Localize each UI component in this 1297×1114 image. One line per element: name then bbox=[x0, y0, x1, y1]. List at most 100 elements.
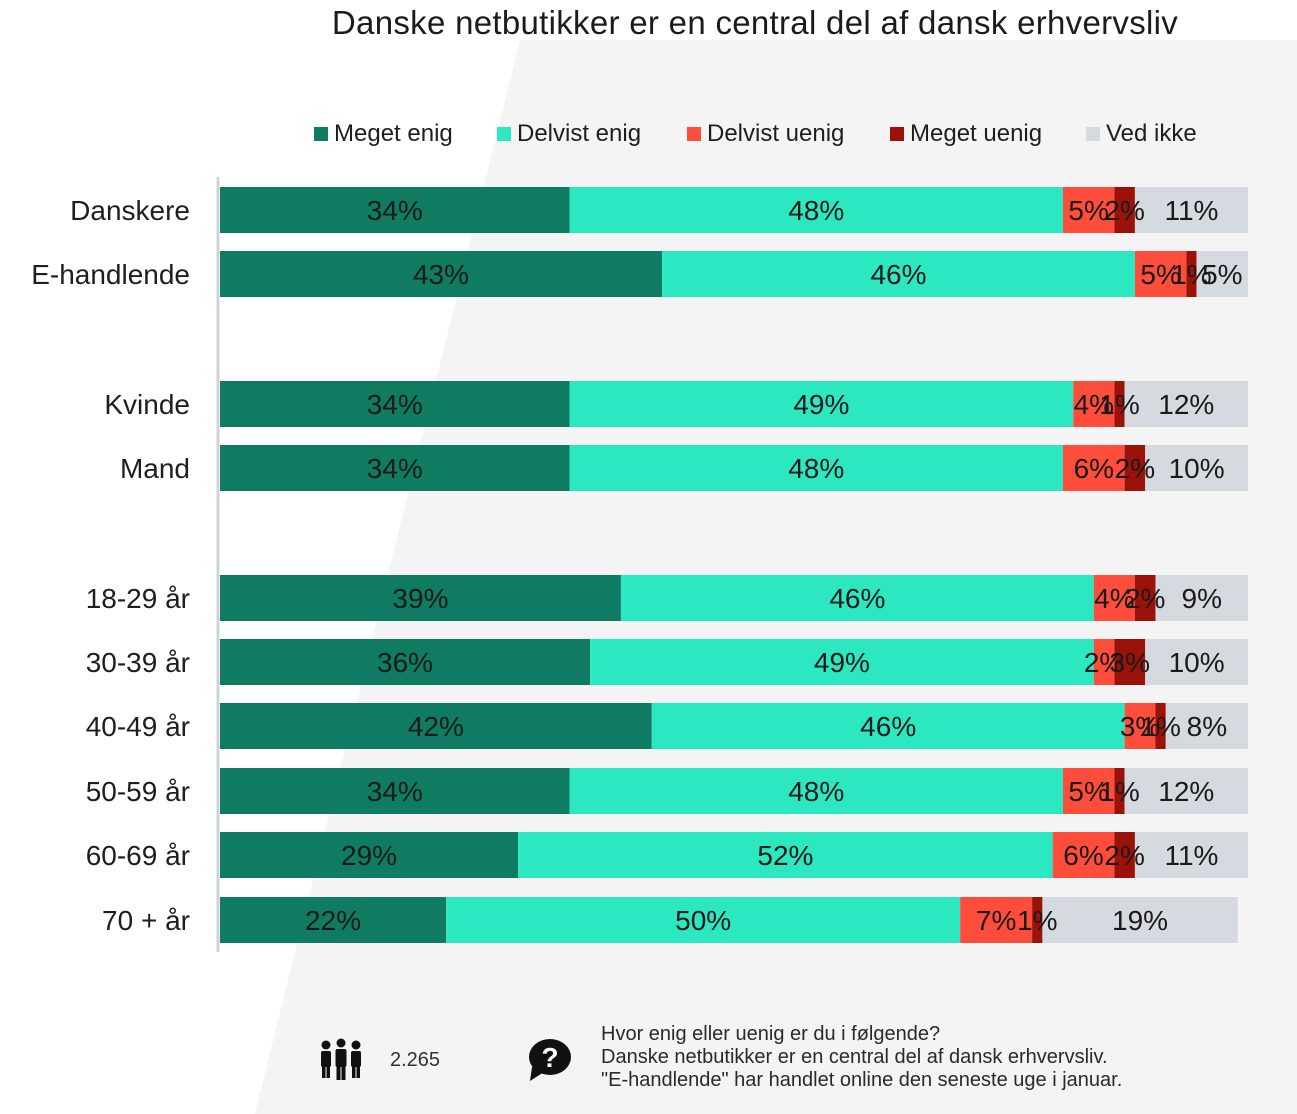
question-line: "E-handlende" har handlet online den sen… bbox=[601, 1069, 1123, 1091]
data-label: 5% bbox=[1068, 195, 1108, 226]
category-label: 40-49 år bbox=[86, 711, 190, 742]
data-label: 48% bbox=[788, 453, 844, 484]
data-label: 1% bbox=[1017, 905, 1057, 936]
bar-segment bbox=[1124, 703, 1156, 749]
data-label: 52% bbox=[757, 840, 813, 871]
bar-segment bbox=[1062, 445, 1125, 491]
respondent-count: 2.265 bbox=[390, 1049, 441, 1071]
bar-segment bbox=[569, 445, 1063, 491]
question-line: Hvor enig eller uenig er du i følgende? bbox=[601, 1023, 941, 1045]
data-label: 43% bbox=[413, 259, 469, 290]
legend-item-meget-uenig: Meget uenig bbox=[890, 120, 1042, 148]
legend-label: Ved ikke bbox=[1106, 120, 1197, 147]
question-bubble-icon: ? bbox=[529, 1039, 571, 1081]
bar-segment bbox=[220, 703, 652, 749]
data-label: 46% bbox=[860, 711, 916, 742]
bar-segment bbox=[1114, 187, 1135, 233]
data-label: 22% bbox=[305, 905, 361, 936]
bar-row: Kvinde 34% 49% 4%1% 12% bbox=[104, 381, 1248, 427]
data-label: 34% bbox=[367, 195, 423, 226]
legend-label: Delvist enig bbox=[517, 120, 642, 147]
data-label: 4% bbox=[1074, 389, 1114, 420]
bar-segment bbox=[1114, 639, 1146, 685]
bar-segment bbox=[1093, 639, 1115, 685]
data-label: 3% bbox=[1120, 711, 1160, 742]
stacked-bar-chart: Danskere 34% 48% 5%2% 11%E-handlende 43% 46% 5%… bbox=[31, 177, 1248, 952]
bar-row: Danskere 34% 48% 5%2% 11% bbox=[70, 187, 1248, 233]
bar-segment bbox=[1155, 703, 1166, 749]
bar-segment bbox=[220, 768, 570, 814]
legend-label: Meget uenig bbox=[910, 120, 1043, 147]
data-label: 1% bbox=[1099, 389, 1139, 420]
bar-segment bbox=[569, 187, 1063, 233]
category-label: 60-69 år bbox=[86, 840, 190, 871]
bar-segment bbox=[1134, 251, 1187, 297]
bar-segment bbox=[1062, 187, 1115, 233]
svg-text:?: ? bbox=[541, 1042, 558, 1073]
bar-segment bbox=[1134, 187, 1248, 233]
bar-row: Mand 34% 48% 6% 2% 10% bbox=[120, 445, 1248, 491]
data-label: 11% bbox=[1164, 840, 1218, 871]
data-label: 49% bbox=[793, 389, 849, 420]
data-label: 34% bbox=[367, 389, 423, 420]
bar-segment bbox=[1165, 703, 1248, 749]
bar-row: 30-39 år 36% 49% 2%3% 10% bbox=[86, 639, 1248, 685]
bar-row: 70 + år 22% 50% 7% 1% 19% bbox=[102, 897, 1238, 943]
chart-title: Danske netbutikker er en central del af … bbox=[331, 4, 1179, 41]
data-label: 9% bbox=[1182, 583, 1222, 614]
bar-segment bbox=[662, 251, 1135, 297]
bar-segment bbox=[220, 187, 570, 233]
data-label: 2% bbox=[1104, 840, 1144, 871]
bar-segment bbox=[1186, 251, 1197, 297]
legend-swatch bbox=[1086, 127, 1100, 141]
data-label: 48% bbox=[788, 195, 844, 226]
data-label: 7% bbox=[976, 905, 1016, 936]
data-label: 6% bbox=[1063, 840, 1103, 871]
data-label: 36% bbox=[377, 647, 433, 678]
data-label: 5% bbox=[1068, 776, 1108, 807]
bar-segment bbox=[220, 381, 570, 427]
category-label: Danskere bbox=[70, 195, 190, 226]
bar-segment bbox=[960, 897, 1033, 943]
legend-item-ved-ikke: Ved ikke bbox=[1086, 120, 1197, 148]
data-label: 46% bbox=[870, 259, 926, 290]
data-label: 2% bbox=[1115, 453, 1155, 484]
bar-row: 50-59 år 34% 48% 5%1% 12% bbox=[86, 768, 1248, 814]
data-label: 34% bbox=[367, 776, 423, 807]
category-label: E-handlende bbox=[31, 259, 190, 290]
data-label: 46% bbox=[829, 583, 885, 614]
legend-swatch bbox=[497, 127, 511, 141]
data-label: 12% bbox=[1158, 389, 1214, 420]
data-label: 1% bbox=[1099, 776, 1139, 807]
data-label: 50% bbox=[675, 905, 731, 936]
legend-item-delvist-uenig: Delvist uenig bbox=[687, 120, 844, 148]
data-label: 1% bbox=[1171, 259, 1211, 290]
data-label: 5% bbox=[1140, 259, 1180, 290]
bar-segment bbox=[620, 575, 1094, 621]
bar-row: 40-49 år 42% 46% 3%1% 8% bbox=[86, 703, 1248, 749]
bar-segment bbox=[569, 381, 1074, 427]
category-label: 70 + år bbox=[102, 905, 190, 936]
bar-row: E-handlende 43% 46% 5%1%5% bbox=[31, 251, 1248, 297]
data-label: 2% bbox=[1104, 195, 1144, 226]
bar-segment bbox=[1155, 575, 1248, 621]
data-label: 11% bbox=[1164, 195, 1218, 226]
data-label: 1% bbox=[1140, 711, 1180, 742]
data-label: 2% bbox=[1125, 583, 1165, 614]
bar-segment bbox=[1032, 897, 1043, 943]
data-label: 5% bbox=[1202, 259, 1242, 290]
bar-segment bbox=[220, 251, 663, 297]
bar-segment bbox=[1052, 832, 1115, 878]
category-label: Mand bbox=[120, 453, 190, 484]
bar-segment bbox=[1114, 381, 1125, 427]
data-label: 8% bbox=[1187, 711, 1227, 742]
question-text: Hvor enig eller uenig er du i følgende? … bbox=[601, 1023, 1122, 1092]
data-label: 48% bbox=[788, 776, 844, 807]
data-label: 39% bbox=[392, 583, 448, 614]
bar-segment bbox=[1124, 381, 1248, 427]
legend-swatch bbox=[890, 127, 904, 141]
data-label: 34% bbox=[367, 453, 423, 484]
bar-segment bbox=[518, 832, 1053, 878]
legend-label: Delvist uenig bbox=[707, 120, 845, 147]
bar-segment bbox=[590, 639, 1094, 685]
